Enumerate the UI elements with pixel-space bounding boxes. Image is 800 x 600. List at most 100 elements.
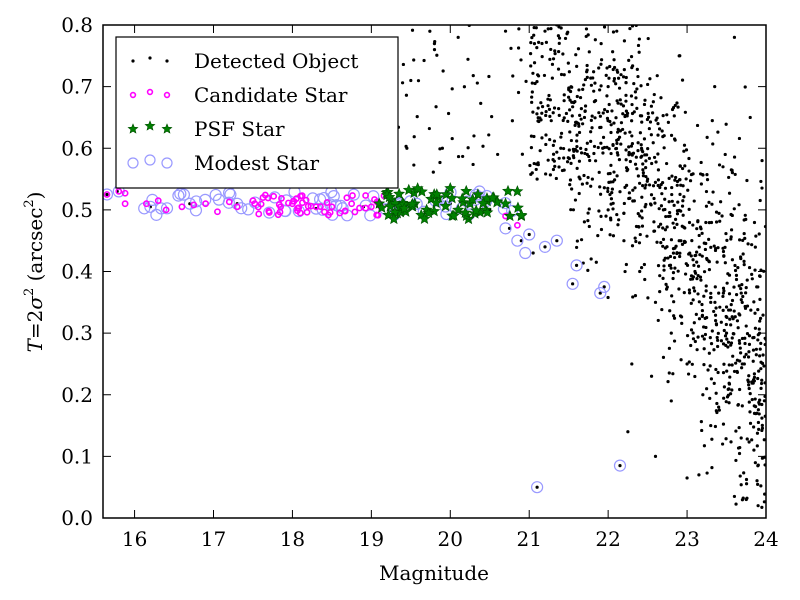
detected-object-point xyxy=(701,173,705,177)
detected-object-point xyxy=(594,159,598,163)
detected-object-point xyxy=(757,400,761,405)
detected-object-point xyxy=(671,271,676,275)
detected-object-point xyxy=(575,166,579,170)
detected-object-point xyxy=(737,339,741,343)
detected-object-point xyxy=(456,154,461,159)
detected-object-point xyxy=(702,444,707,448)
detected-object-point xyxy=(599,214,603,218)
detected-object-point xyxy=(659,241,663,245)
detected-object-point xyxy=(667,176,671,181)
detected-object-point xyxy=(653,180,658,185)
detected-object-point xyxy=(543,29,547,33)
detected-object-point xyxy=(536,106,540,110)
detected-object-point xyxy=(759,381,764,386)
candidate-star-point xyxy=(302,196,310,204)
detected-object-point xyxy=(735,369,739,374)
x-tick-label: 16 xyxy=(122,527,147,551)
detected-object-point xyxy=(717,211,721,215)
detected-object-point xyxy=(487,133,491,137)
detected-object-point xyxy=(630,134,634,138)
detected-object-point xyxy=(574,53,578,57)
detected-object-point xyxy=(655,240,659,244)
detected-object-point xyxy=(548,57,552,61)
detected-object-point xyxy=(612,58,616,62)
detected-object-point xyxy=(592,70,596,74)
x-axis-label: Magnitude xyxy=(379,561,489,585)
detected-object-point xyxy=(665,245,669,249)
candidate-star-point xyxy=(341,207,349,215)
detected-object-point xyxy=(669,266,673,270)
detected-object-point xyxy=(530,100,534,104)
detected-object-point xyxy=(756,307,760,312)
detected-object-point xyxy=(471,162,475,167)
detected-object-point xyxy=(748,392,752,396)
detected-object-point xyxy=(627,191,631,195)
legend-label: PSF Star xyxy=(194,117,285,141)
detected-object-point xyxy=(658,289,662,294)
detected-object-point xyxy=(645,234,649,238)
detected-object-point xyxy=(692,286,696,290)
detected-object-point xyxy=(752,379,756,383)
detected-object-point xyxy=(684,177,688,181)
psf-star-point xyxy=(411,182,424,194)
detected-object-point xyxy=(557,113,561,117)
detected-object-point xyxy=(503,29,508,33)
detected-object-point xyxy=(667,263,672,268)
detected-object-point xyxy=(553,164,557,168)
detected-object-point xyxy=(628,196,632,200)
detected-object-point xyxy=(682,195,686,199)
detected-object-point xyxy=(719,320,723,324)
detected-object-point xyxy=(695,227,699,231)
detected-object-point xyxy=(446,111,451,116)
detected-object-point xyxy=(674,175,678,180)
detected-object-point xyxy=(551,143,555,148)
detected-object-point xyxy=(404,144,408,149)
detected-object-point xyxy=(753,268,757,272)
detected-object-point xyxy=(487,74,491,79)
detected-object-point xyxy=(590,114,594,118)
detected-object-point xyxy=(615,212,619,217)
detected-object-point xyxy=(704,289,708,293)
detected-object-point xyxy=(751,336,755,340)
detected-object-point xyxy=(567,87,571,91)
detected-object-point xyxy=(679,358,683,362)
detected-object-point xyxy=(603,108,607,112)
detected-object-point xyxy=(641,174,646,178)
detected-object-point xyxy=(631,188,635,192)
detected-object-point xyxy=(762,364,766,368)
detected-object-point xyxy=(611,30,616,34)
detected-object-point xyxy=(589,257,593,261)
detected-object-point xyxy=(753,461,757,465)
detected-object-point xyxy=(634,155,638,159)
detected-object-point xyxy=(557,41,561,45)
detected-object-point xyxy=(737,426,741,430)
detected-object-point xyxy=(544,40,549,45)
detected-object-point xyxy=(700,231,704,235)
y-label-sigma: σ xyxy=(23,295,47,310)
y-axis-label: T=2σ2 (arcsec2) xyxy=(22,191,47,352)
candidate-star-point xyxy=(225,198,233,206)
detected-object-point xyxy=(612,79,616,83)
detected-object-point xyxy=(565,32,569,36)
detected-object-point xyxy=(509,46,513,50)
detected-object-point xyxy=(462,85,466,89)
detected-object-point xyxy=(438,160,442,165)
detected-object-point xyxy=(716,130,720,134)
detected-object-point xyxy=(551,111,555,115)
detected-object-point xyxy=(597,209,601,213)
detected-object-point xyxy=(687,169,691,173)
detected-object-point xyxy=(716,331,720,335)
detected-object-point xyxy=(635,67,639,72)
detected-object-point xyxy=(730,168,734,172)
detected-object-point xyxy=(660,192,664,196)
detected-object-point xyxy=(708,396,712,400)
legend-label: Detected Object xyxy=(194,49,358,73)
detected-object-point xyxy=(717,163,722,167)
detected-object-point xyxy=(532,61,537,65)
detected-object-point xyxy=(571,208,576,212)
detected-object-point xyxy=(713,300,717,304)
detected-object-point xyxy=(711,190,715,194)
detected-object-point xyxy=(712,381,716,386)
detected-object-point xyxy=(638,131,642,135)
detected-object-point xyxy=(529,134,534,138)
